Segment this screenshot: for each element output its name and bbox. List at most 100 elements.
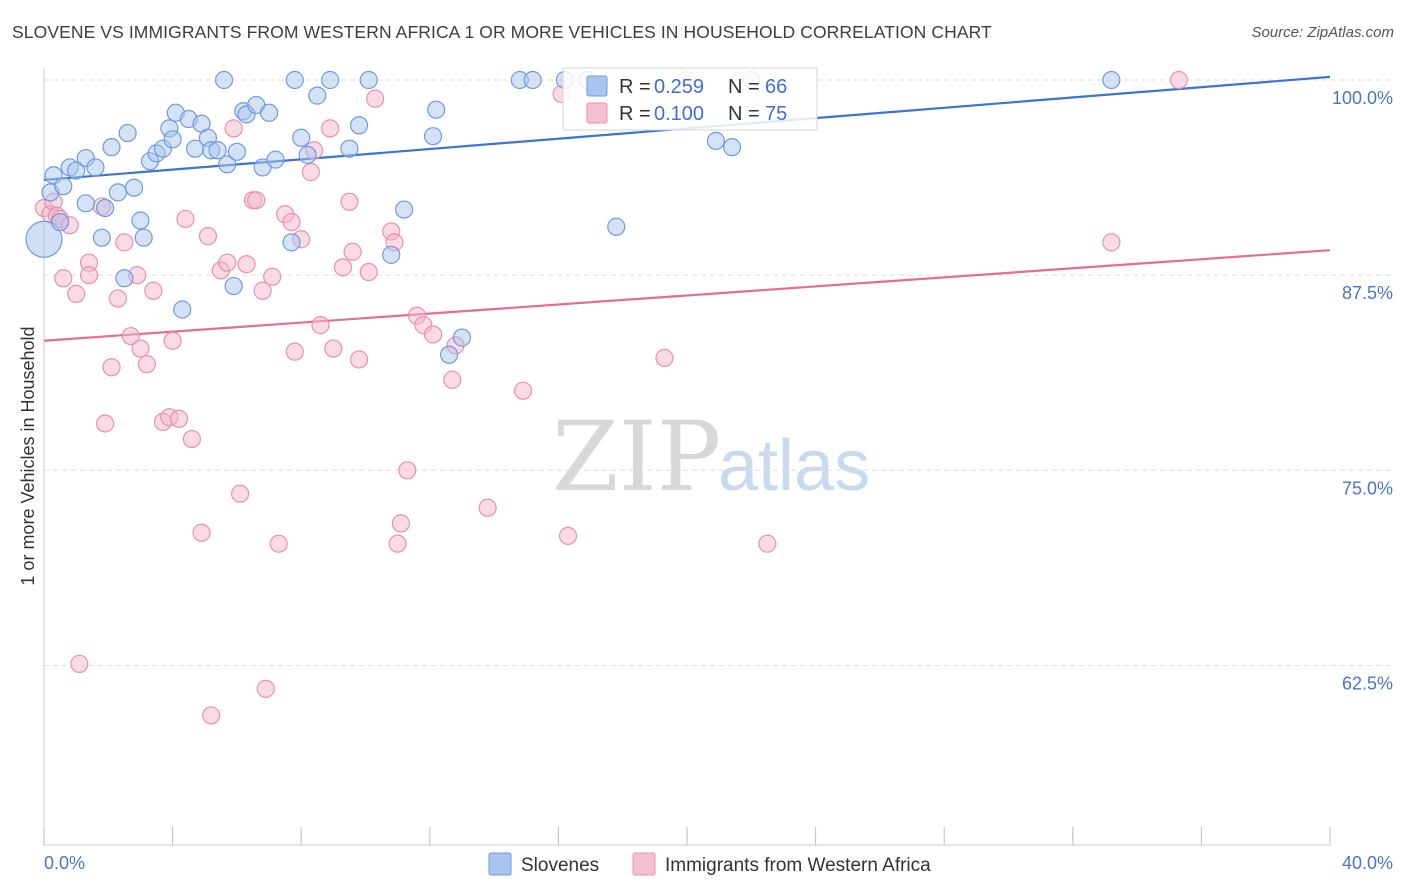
- point-slovenes: [423, 127, 443, 146]
- legend-label-slovenes: Slovenes: [521, 855, 599, 876]
- point-slovenes: [427, 100, 446, 119]
- legend-swatch-immigrants: [632, 852, 656, 876]
- point-immigrants: [253, 281, 272, 300]
- point-slovenes: [134, 228, 153, 247]
- point-immigrants: [163, 331, 182, 350]
- stats-r-value-pink: 0.100: [654, 103, 704, 125]
- point-slovenes: [102, 138, 121, 157]
- point-immigrants: [79, 266, 99, 285]
- point-slovenes: [115, 269, 134, 288]
- x-tick-label-max: 40.0%: [1342, 853, 1393, 873]
- series-slovenes-points: [25, 70, 1121, 364]
- stats-legend-swatch-blue: [586, 75, 608, 97]
- point-slovenes: [523, 70, 542, 90]
- point-slovenes: [50, 212, 70, 232]
- point-immigrants: [333, 258, 353, 277]
- point-immigrants: [131, 339, 150, 358]
- stats-n-label-blue: N =: [728, 76, 760, 98]
- point-slovenes: [722, 138, 742, 157]
- point-slovenes: [118, 123, 137, 143]
- point-slovenes: [308, 86, 327, 105]
- point-immigrants: [513, 381, 533, 400]
- point-immigrants: [198, 227, 218, 246]
- point-immigrants: [67, 284, 86, 303]
- legend-swatch-slovenes: [488, 852, 512, 876]
- point-immigrants: [70, 654, 89, 673]
- point-immigrants: [478, 498, 497, 517]
- point-immigrants: [388, 534, 407, 553]
- point-immigrants: [655, 348, 674, 367]
- point-slovenes: [298, 145, 317, 165]
- point-slovenes: [86, 158, 105, 177]
- point-slovenes: [173, 300, 192, 319]
- watermark-zip: ZIP: [552, 401, 721, 513]
- point-immigrants: [102, 358, 121, 377]
- stats-legend-swatch-pink: [586, 102, 608, 124]
- point-immigrants: [366, 89, 385, 108]
- point-immigrants: [218, 253, 237, 272]
- watermark: ZIP atlas: [552, 401, 870, 513]
- point-immigrants: [115, 233, 134, 252]
- point-immigrants: [282, 212, 301, 232]
- point-slovenes: [439, 345, 459, 364]
- point-slovenes: [218, 155, 237, 174]
- point-slovenes: [340, 139, 359, 158]
- x-tick-label-min: 0.0%: [44, 853, 85, 873]
- y-axis-label: 1 or more Vehicles in Household: [18, 326, 38, 585]
- chart-title: SLOVENE VS IMMIGRANTS FROM WESTERN AFRIC…: [12, 22, 992, 42]
- point-slovenes: [108, 183, 128, 202]
- y-tick-label: 62.5%: [1342, 673, 1393, 693]
- point-immigrants: [256, 679, 275, 698]
- point-slovenes: [349, 116, 369, 135]
- point-slovenes: [285, 70, 304, 90]
- point-immigrants: [343, 242, 362, 261]
- point-immigrants: [237, 255, 256, 274]
- point-slovenes: [452, 328, 472, 347]
- point-immigrants: [391, 514, 410, 533]
- point-immigrants: [247, 191, 266, 210]
- point-slovenes: [131, 211, 150, 230]
- point-immigrants: [311, 316, 330, 335]
- point-immigrants: [301, 163, 320, 182]
- point-slovenes: [359, 70, 378, 90]
- point-immigrants: [340, 192, 359, 211]
- trend-line-immigrants: [43, 249, 1331, 342]
- point-slovenes: [292, 128, 311, 147]
- point-immigrants: [349, 350, 369, 369]
- point-immigrants: [108, 289, 128, 308]
- point-immigrants: [144, 281, 163, 300]
- point-immigrants: [121, 326, 140, 346]
- gridlines: [44, 79, 1393, 666]
- stats-legend: R = 0.259 N = 66 R = 0.100 N = 75: [562, 67, 818, 131]
- point-immigrants: [269, 534, 288, 553]
- point-slovenes: [208, 141, 227, 160]
- stats-n-label-pink: N =: [728, 103, 760, 125]
- series-immigrants-points: [34, 70, 1188, 725]
- point-slovenes: [227, 142, 246, 161]
- point-immigrants: [224, 119, 243, 138]
- point-slovenes: [266, 150, 285, 169]
- point-immigrants: [359, 262, 378, 282]
- point-slovenes: [163, 130, 182, 149]
- point-immigrants: [182, 429, 201, 449]
- point-immigrants: [54, 269, 73, 288]
- point-slovenes: [92, 228, 111, 247]
- stats-r-label-blue: R =: [619, 76, 651, 98]
- point-immigrants: [324, 339, 343, 358]
- point-slovenes: [706, 131, 726, 150]
- stats-r-label-pink: R =: [619, 103, 651, 125]
- point-immigrants: [443, 370, 462, 389]
- point-slovenes: [124, 178, 144, 197]
- x-axis-ticks: [43, 827, 1331, 845]
- point-immigrants: [398, 461, 417, 480]
- point-immigrants: [192, 523, 211, 542]
- y-tick-label: 87.5%: [1342, 283, 1393, 303]
- point-immigrants: [321, 119, 340, 138]
- stats-n-value-blue: 66: [765, 76, 787, 98]
- point-slovenes: [394, 200, 414, 219]
- point-slovenes: [1102, 70, 1121, 90]
- point-immigrants: [176, 209, 195, 229]
- point-slovenes: [259, 103, 279, 122]
- stats-n-value-pink: 75: [765, 103, 787, 125]
- point-immigrants: [758, 534, 777, 553]
